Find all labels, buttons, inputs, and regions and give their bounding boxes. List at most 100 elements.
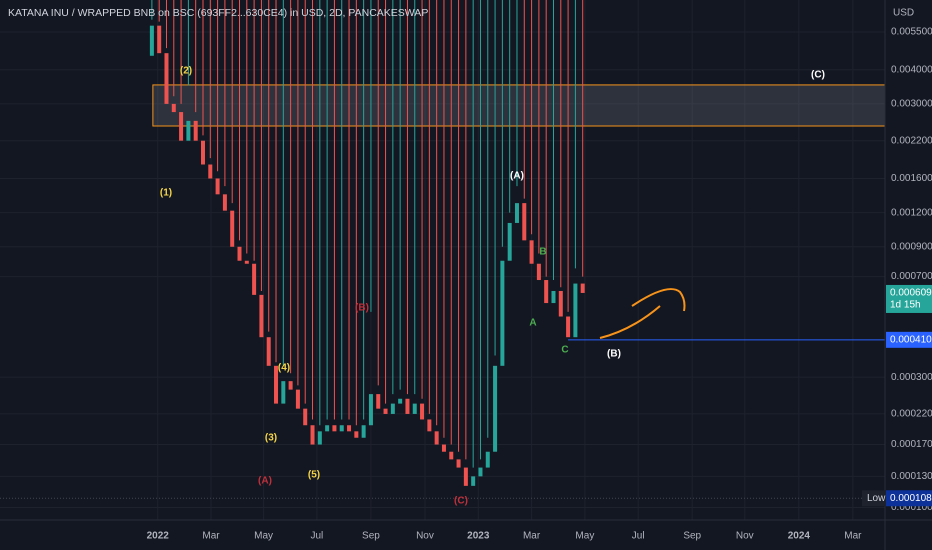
- candle-body: [230, 210, 235, 247]
- candle-body: [558, 290, 563, 317]
- candle-body: [376, 394, 381, 409]
- annotation: (A): [510, 171, 524, 182]
- x-tick-label: 2022: [147, 531, 170, 542]
- candle-body: [332, 425, 337, 432]
- annotation: (C): [454, 496, 468, 507]
- candle-body: [303, 408, 308, 426]
- candle-body: [478, 467, 483, 477]
- annotations: (2) (1) (4) (3) (5) (A) (B) (C) (A) B A …: [160, 66, 825, 507]
- candle-body: [420, 403, 425, 420]
- candle-body: [368, 394, 373, 426]
- candle-body: [200, 140, 205, 165]
- x-tick-label: Nov: [416, 531, 434, 542]
- candle-body: [295, 389, 300, 409]
- candle-body: [566, 316, 571, 338]
- low-tag-box: [862, 490, 885, 507]
- candle-body: [441, 444, 446, 452]
- candle-body: [339, 425, 344, 432]
- candle-body: [354, 431, 359, 438]
- annotation: (4): [278, 363, 290, 374]
- candle-body: [434, 431, 439, 445]
- candle-body: [536, 263, 541, 281]
- candle-body: [215, 178, 220, 195]
- candle-body: [237, 246, 242, 261]
- last-price-box: [886, 284, 932, 313]
- candle-body: [361, 425, 366, 438]
- x-tick-label: Jul: [311, 531, 324, 542]
- annotation: (2): [180, 66, 192, 77]
- drawing: [631, 288, 686, 312]
- drawing: [599, 305, 661, 339]
- candle-body: [471, 476, 476, 486]
- candle-body: [208, 164, 213, 179]
- x-tick-label: 2023: [467, 531, 490, 542]
- currency: USD: [893, 8, 914, 19]
- x-tick-label: Mar: [202, 531, 220, 542]
- countdown: 1d 15h: [890, 300, 921, 311]
- candle-body: [398, 398, 403, 404]
- candle-body: [485, 451, 490, 468]
- price-line-box: [886, 331, 932, 348]
- candle-body: [463, 467, 468, 486]
- candle-body: [222, 194, 227, 211]
- price-axis: [885, 0, 932, 550]
- chart-title: KATANA INU / WRAPPED BNB on BSC (693FF2.…: [8, 7, 428, 19]
- candle-body: [288, 381, 293, 390]
- candle-body: [317, 431, 322, 445]
- candle-body: [405, 398, 410, 414]
- annotation: (5): [308, 470, 320, 481]
- x-tick-label: Nov: [736, 531, 754, 542]
- candle-body: [573, 283, 578, 338]
- y-tick-label: 0.0001000: [891, 502, 932, 513]
- candle-body: [383, 408, 388, 414]
- candle-body: [179, 112, 184, 141]
- candle-body: [193, 120, 198, 141]
- candle-body: [412, 403, 417, 414]
- annotation: (A): [258, 476, 272, 487]
- candle-body: [544, 280, 549, 304]
- candle-body: [157, 25, 162, 54]
- candle-body: [164, 53, 169, 104]
- annotation: (3): [265, 433, 277, 444]
- annotation: (B): [355, 303, 369, 314]
- x-tick-label: 2024: [788, 531, 811, 542]
- annotation: (B): [607, 349, 621, 360]
- candle-body: [493, 365, 498, 452]
- x-tick-label: May: [575, 531, 594, 542]
- candle-body: [500, 260, 505, 366]
- annotation: C: [561, 345, 568, 356]
- candle-body: [347, 425, 352, 432]
- candle-body: [281, 381, 286, 404]
- zone-layer: [152, 84, 886, 127]
- price-line-label: 0.0004108: [890, 334, 932, 345]
- candle-body: [427, 419, 432, 432]
- candle-body: [266, 337, 271, 366]
- candle-body: [186, 120, 191, 141]
- candle-body: [551, 290, 556, 304]
- candle-body: [259, 294, 264, 338]
- last-price-label: 0.0006098: [890, 288, 932, 299]
- annotation: (1): [160, 188, 172, 199]
- x-tick-label: Jul: [632, 531, 645, 542]
- candle-body: [507, 222, 512, 261]
- candle-body: [390, 403, 395, 414]
- candle-body: [310, 425, 315, 445]
- x-tick-label: May: [254, 531, 273, 542]
- candle-body: [252, 263, 257, 295]
- candle-body: [449, 451, 454, 460]
- x-tick-label: Mar: [844, 531, 862, 542]
- low-label: 0.0001081: [890, 493, 932, 504]
